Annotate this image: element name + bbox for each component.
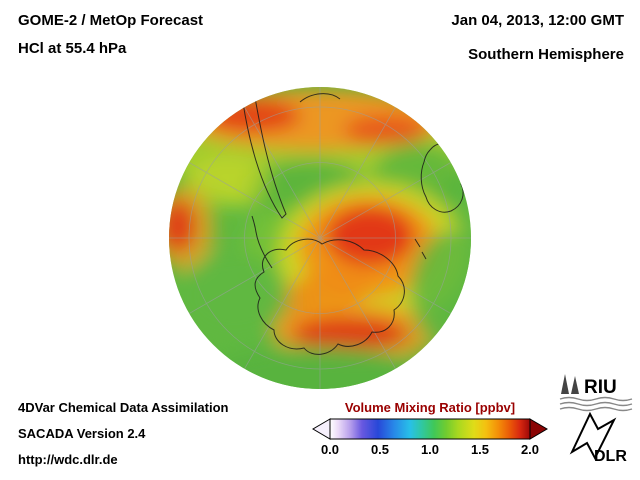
riu-logo: RIU — [559, 374, 633, 412]
datetime-label: Jan 04, 2013, 12:00 GMT — [451, 12, 624, 29]
south-america-coastline — [241, 91, 287, 219]
hemisphere-label: Southern Hemisphere — [468, 46, 624, 63]
product-title: GOME-2 / MetOp Forecast — [18, 12, 204, 29]
dlr-emblem-icon — [569, 411, 617, 461]
colorbar — [312, 418, 548, 440]
assimilation-label: 4DVar Chemical Data Assimilation — [18, 400, 229, 415]
dlr-text: DLR — [594, 448, 627, 465]
colorbar-over-arrow — [529, 418, 548, 440]
colorbar-gradient — [329, 418, 531, 440]
colorbar-under-arrow — [312, 418, 331, 440]
africa-coastline — [299, 93, 341, 103]
antarctic-peninsula-coastline — [251, 215, 273, 269]
riu-text: RIU — [584, 377, 617, 398]
new-zealand-coastline — [414, 238, 427, 260]
riu-wave-line — [559, 396, 633, 402]
colorbar-title: Volume Mixing Ratio [ppbv] — [344, 400, 516, 415]
globe-svg — [169, 87, 471, 389]
colorbar-tick-2: 1.0 — [420, 442, 440, 457]
heat-layer — [169, 90, 471, 389]
colorbar-tick-1: 0.5 — [370, 442, 390, 457]
globe-map — [168, 86, 472, 390]
antarctica-coastline — [254, 238, 405, 355]
colorbar-tick-3: 1.5 — [470, 442, 490, 457]
version-label: SACADA Version 2.4 — [18, 426, 146, 441]
graticule — [169, 87, 471, 389]
species-level-title: HCl at 55.4 hPa — [18, 40, 127, 57]
colorbar-tick-4: 2.0 — [520, 442, 540, 457]
url-label: http://wdc.dlr.de — [18, 452, 118, 467]
riu-cathedral-icon — [561, 374, 569, 394]
dlr-logo — [569, 411, 617, 461]
colorbar-tick-0: 0.0 — [320, 442, 340, 457]
